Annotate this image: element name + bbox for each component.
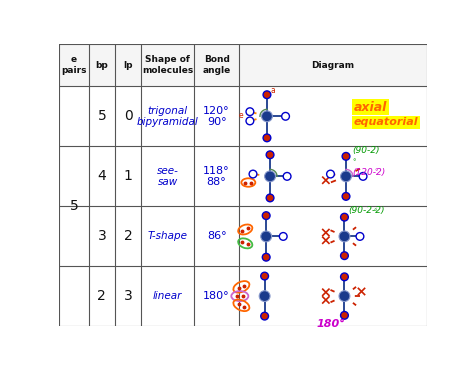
Text: Bond
angle: Bond angle: [202, 55, 231, 75]
Circle shape: [263, 134, 271, 142]
Text: °: °: [352, 160, 356, 165]
Text: Shape of
molecules: Shape of molecules: [142, 55, 193, 75]
Circle shape: [262, 212, 270, 220]
Text: a: a: [270, 86, 275, 95]
Circle shape: [259, 291, 270, 302]
Text: 4: 4: [98, 169, 106, 183]
Text: Diagram: Diagram: [311, 61, 355, 70]
Text: 1: 1: [124, 169, 133, 183]
Text: e
pairs: e pairs: [61, 55, 87, 75]
Circle shape: [246, 117, 254, 125]
Circle shape: [339, 231, 350, 242]
Circle shape: [327, 170, 334, 178]
Text: linear: linear: [153, 291, 182, 301]
Circle shape: [246, 108, 254, 116]
Circle shape: [341, 311, 348, 319]
Circle shape: [261, 272, 268, 280]
Circle shape: [282, 112, 290, 120]
Circle shape: [266, 151, 274, 158]
Text: 86°: 86°: [207, 231, 227, 242]
Text: °: °: [374, 169, 377, 176]
Text: 0: 0: [124, 109, 133, 123]
Text: equatorial: equatorial: [354, 117, 419, 127]
Circle shape: [266, 194, 274, 202]
Circle shape: [359, 172, 367, 180]
Circle shape: [263, 91, 271, 98]
Text: 5: 5: [70, 199, 78, 213]
Text: trigonal
bipyramidal: trigonal bipyramidal: [137, 105, 199, 127]
Text: 180°: 180°: [316, 319, 345, 329]
Text: 2: 2: [124, 229, 133, 243]
Circle shape: [249, 170, 257, 178]
Text: (90-2): (90-2): [352, 146, 380, 155]
Circle shape: [262, 111, 273, 122]
Circle shape: [283, 172, 291, 180]
Text: 2: 2: [98, 289, 106, 303]
Circle shape: [341, 273, 348, 281]
Text: 118°
88°: 118° 88°: [203, 165, 230, 187]
Circle shape: [264, 171, 275, 182]
Circle shape: [261, 312, 268, 320]
Text: see-
saw: see- saw: [157, 165, 179, 187]
Text: bp: bp: [95, 61, 108, 70]
Text: °: °: [373, 209, 377, 215]
Circle shape: [342, 193, 350, 200]
Circle shape: [261, 231, 272, 242]
Bar: [59, 44, 427, 86]
Circle shape: [341, 171, 351, 182]
Text: (90-2-2): (90-2-2): [348, 206, 385, 215]
Circle shape: [356, 232, 364, 240]
Circle shape: [341, 213, 348, 221]
Text: lp: lp: [123, 61, 133, 70]
Text: 3: 3: [124, 289, 133, 303]
Circle shape: [342, 153, 350, 160]
Text: 5: 5: [98, 109, 106, 123]
Circle shape: [262, 253, 270, 261]
Text: axial: axial: [354, 101, 387, 113]
Text: e: e: [239, 111, 244, 120]
Text: 180°: 180°: [203, 291, 230, 301]
Text: 3: 3: [98, 229, 106, 243]
Text: 120°
90°: 120° 90°: [203, 105, 230, 127]
Text: (120-2): (120-2): [352, 168, 385, 177]
Circle shape: [339, 291, 350, 302]
Circle shape: [341, 252, 348, 259]
Circle shape: [279, 232, 287, 240]
Text: T-shape: T-shape: [148, 231, 188, 242]
